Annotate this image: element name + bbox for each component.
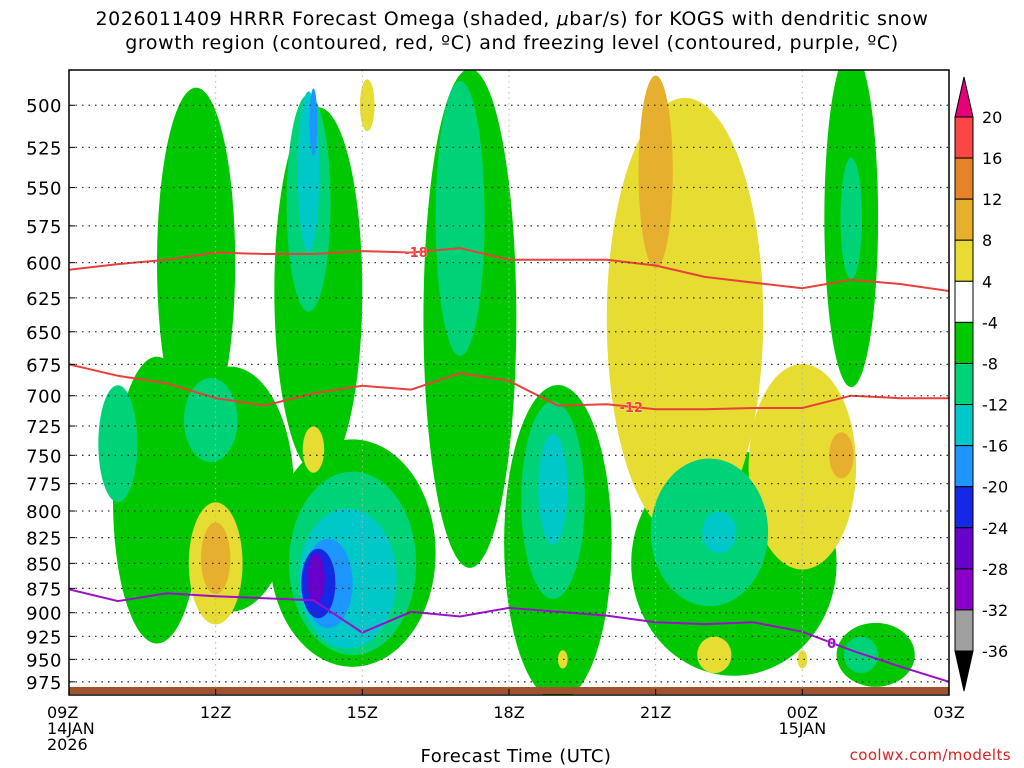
colorbar-swatch-0 bbox=[954, 116, 974, 159]
colorbar-label-11: -28 bbox=[982, 560, 1008, 579]
omega-cell-yellow-s1 bbox=[697, 636, 732, 674]
contour-label-freezing-level-0: 0 bbox=[827, 637, 836, 652]
colorbar-swatch-10 bbox=[954, 527, 974, 570]
y-tick-label-675: 675 bbox=[26, 355, 62, 376]
y-tick-label-850: 850 bbox=[26, 554, 62, 575]
credit-link[interactable]: coolwx.com/modelts bbox=[849, 746, 1011, 764]
omega-cell-purple-lower bbox=[307, 553, 325, 604]
colorbar-swatch-2 bbox=[954, 198, 974, 241]
y-tick-label-750: 750 bbox=[26, 446, 62, 467]
colorbar-label-9: -20 bbox=[982, 478, 1008, 497]
colorbar-top-arrow bbox=[954, 76, 974, 118]
x-tick-label-12-0: 12Z bbox=[200, 703, 231, 722]
x-tick-label-24-1: 15JAN bbox=[778, 719, 826, 738]
colorbar-swatch-9 bbox=[954, 486, 974, 529]
colorbar-swatch-1 bbox=[954, 157, 974, 200]
y-tick-label-725: 725 bbox=[26, 417, 62, 438]
omega-cell-yellow-mid bbox=[302, 426, 325, 473]
contour-dgz-minus12 bbox=[69, 363, 949, 411]
x-tick-label-27-0: 03Z bbox=[933, 703, 964, 722]
omega-cell-teal-se bbox=[843, 636, 879, 674]
colorbar-label-13: -36 bbox=[982, 642, 1008, 661]
y-tick-label-575: 575 bbox=[26, 217, 62, 238]
y-tick-label-800: 800 bbox=[26, 502, 62, 523]
y-tick-label-975: 975 bbox=[26, 673, 62, 694]
colorbar: 20 16 12 8 4 -4 -8 -12 -16 -20 -24 -28 -32 -36 bbox=[954, 76, 1008, 692]
colorbar-bottom-arrow bbox=[954, 650, 974, 692]
colorbar-label-1: 16 bbox=[982, 149, 1002, 168]
y-tick-label-875: 875 bbox=[26, 579, 62, 600]
y-tick-label-600: 600 bbox=[26, 254, 62, 275]
omega-cell-blue-col2 bbox=[309, 88, 318, 157]
omega-cell-yellow-top bbox=[359, 79, 375, 132]
omega-cell-teal-west bbox=[98, 385, 138, 503]
x-tick-label-9-1: 14JAN bbox=[47, 719, 95, 738]
y-tick-labels: 500 525 550 575 600 625 650 675 700 725 750 775 800 8… bbox=[26, 96, 75, 694]
colorbar-swatch-7 bbox=[954, 404, 974, 447]
colorbar-swatch-6 bbox=[954, 362, 974, 406]
omega-cell-gold-ne bbox=[638, 75, 673, 269]
y-tick-label-925: 925 bbox=[26, 627, 62, 648]
omega-cell-gold-w bbox=[201, 522, 231, 595]
colorbar-label-4: 4 bbox=[982, 272, 992, 291]
y-tick-label-525: 525 bbox=[26, 138, 62, 159]
colorbar-label-12: -32 bbox=[982, 601, 1008, 620]
colorbar-label-3: 8 bbox=[982, 231, 992, 250]
y-tick-label-650: 650 bbox=[26, 323, 62, 344]
colorbar-label-7: -12 bbox=[982, 396, 1008, 415]
omega-cell-aqua-col4 bbox=[538, 433, 568, 545]
x-tick-label-15-0: 15Z bbox=[347, 703, 378, 722]
colorbar-label-0: 20 bbox=[982, 108, 1002, 127]
omega-cell-teal-ne bbox=[840, 157, 862, 280]
contour-label-dgz-minus12: -12 bbox=[619, 401, 643, 416]
colorbar-swatch-3 bbox=[954, 239, 974, 282]
colorbar-swatch-4 bbox=[954, 280, 974, 323]
chart-title-line1: 2026011409 HRRR Forecast Omega (shaded, … bbox=[95, 8, 929, 30]
omega-shading: -18 -12 0 bbox=[69, 70, 949, 695]
y-tick-label-825: 825 bbox=[26, 529, 62, 550]
contour-label-dgz-minus18: -18 bbox=[404, 246, 428, 261]
y-tick-label-900: 900 bbox=[26, 604, 62, 625]
colorbar-swatch-8 bbox=[954, 445, 974, 488]
colorbar-label-2: 12 bbox=[982, 190, 1002, 209]
x-tick-label-18-0: 18Z bbox=[493, 703, 524, 722]
x-tick-label-24-0: 00Z bbox=[787, 703, 818, 722]
omega-cell-yellow-s2 bbox=[557, 650, 568, 669]
y-tick-label-550: 550 bbox=[26, 179, 62, 200]
colorbar-swatch-5 bbox=[954, 321, 974, 364]
x-axis-title: Forecast Time (UTC) bbox=[420, 746, 612, 767]
colorbar-label-5: -4 bbox=[982, 313, 998, 332]
x-tick-label-21-0: 21Z bbox=[640, 703, 671, 722]
colorbar-swatch-11 bbox=[954, 568, 974, 611]
omega-cell-teal-col3 bbox=[435, 80, 485, 356]
x-tick-label-9-0: 09Z bbox=[47, 703, 78, 722]
y-tick-label-625: 625 bbox=[26, 289, 62, 310]
y-tick-label-775: 775 bbox=[26, 475, 62, 496]
colorbar-label-8: -16 bbox=[982, 437, 1008, 456]
colorbar-label-10: -24 bbox=[982, 519, 1008, 538]
chart-title-line2: growth region (contoured, red, ºC) and f… bbox=[125, 32, 899, 54]
omega-cell-gold-e bbox=[829, 432, 854, 479]
y-tick-label-700: 700 bbox=[26, 387, 62, 408]
colorbar-label-6: -8 bbox=[982, 354, 998, 373]
omega-cell-aqua-east bbox=[702, 511, 737, 554]
x-tick-label-9-2: 2026 bbox=[47, 735, 88, 754]
colorbar-swatch-12 bbox=[954, 609, 974, 652]
y-tick-label-950: 950 bbox=[26, 650, 62, 671]
y-tick-label-500: 500 bbox=[26, 96, 62, 117]
